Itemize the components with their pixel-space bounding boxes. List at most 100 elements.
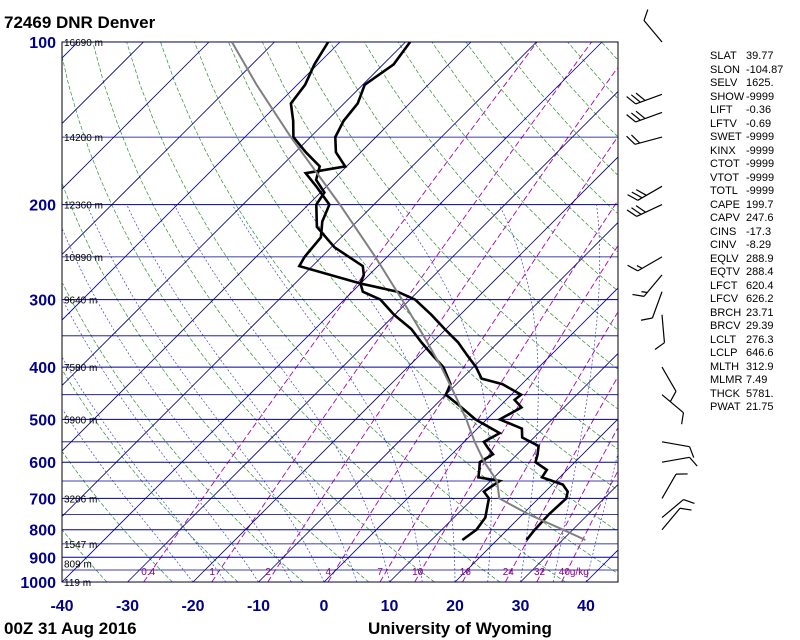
- index-key: KINX: [710, 144, 736, 157]
- isotherm-line: [0, 42, 13, 582]
- index-key: THCK: [710, 387, 740, 400]
- height-label: 16690 m: [64, 38, 103, 49]
- index-value: -17.3: [746, 225, 772, 238]
- isotherms: [0, 42, 618, 582]
- wind-barbs: [626, 9, 698, 531]
- height-label: 1547 m: [64, 540, 97, 551]
- index-value: 288.4: [746, 266, 774, 278]
- index-value: 620.4: [746, 279, 774, 292]
- index-key: LFCT: [710, 279, 738, 292]
- temperature-tick-label: -30: [116, 598, 139, 615]
- index-row: CINS -17.3: [710, 226, 800, 240]
- height-label: 3206 m: [64, 494, 97, 505]
- pressure-axis: 100 200 300 400 500 600 700 800 900 1000: [20, 35, 56, 592]
- temperature-profile: [297, 42, 570, 541]
- index-key: LCLT: [710, 333, 737, 346]
- pressure-tick-label: 600: [29, 455, 56, 472]
- index-value: -0.36: [746, 104, 772, 116]
- height-label: 119 m: [64, 578, 91, 589]
- mixing-ratio-label: 16: [460, 567, 472, 578]
- index-value: 7.49: [746, 374, 768, 386]
- wind-barb: [627, 185, 663, 201]
- isotherm-line: [389, 352, 618, 582]
- footer-date: 00Z 31 Aug 2016: [4, 619, 137, 638]
- isotherm-line: [62, 42, 603, 582]
- wind-barb: [661, 499, 695, 519]
- index-value: 21.75: [746, 401, 774, 413]
- index-row: LFCV 626.2: [710, 293, 800, 307]
- stability-indices: SLAT 39.77 SLON -104.87 SELV 1625. SHOW -9999 LI…: [710, 50, 800, 415]
- index-row: SLON -104.87: [710, 64, 800, 78]
- isotherm-line: [258, 221, 618, 582]
- isotherm-line: [62, 42, 537, 518]
- height-label: 5900 m: [64, 415, 97, 426]
- height-labels: 16690 m 14200 m 12360 m 10890 m 9640 m 7580 m…: [64, 38, 103, 589]
- index-row: SLAT 39.77: [710, 50, 800, 64]
- temperature-tick-label: -20: [181, 598, 204, 615]
- index-key: CAPV: [710, 212, 740, 224]
- index-key: SLAT: [710, 50, 737, 62]
- temperature-axis: -40 -30 -20 -10 0 10 20 30 40: [50, 598, 595, 615]
- index-key: LIFT: [710, 104, 733, 116]
- index-row: KINX -9999: [710, 145, 800, 159]
- index-value: -9999: [746, 131, 775, 143]
- index-key: BRCV: [710, 320, 741, 332]
- index-row: MLMR 7.49: [710, 374, 800, 388]
- wind-barb: [661, 394, 685, 425]
- mixing-ratio-label: 0.4: [141, 567, 155, 578]
- index-row: LCLT 276.3: [710, 334, 800, 348]
- index-key: TOTL: [710, 185, 738, 197]
- index-value: 199.7: [746, 198, 774, 211]
- index-value: 29.39: [746, 320, 774, 332]
- index-row: SHOW -9999: [710, 91, 800, 105]
- isotherm-line: [62, 42, 406, 387]
- wind-barb: [626, 204, 663, 217]
- height-label: 9640 m: [64, 296, 97, 307]
- index-key: SLON: [710, 63, 740, 76]
- mixing-ratio-label: 40g/kg: [559, 567, 589, 578]
- temperature-tick-label: 20: [446, 598, 464, 615]
- isotherm-line: [62, 42, 472, 452]
- height-label: 12360 m: [64, 201, 103, 212]
- isotherm-line: [323, 287, 618, 582]
- temperature-tick-label: 10: [381, 598, 399, 615]
- wind-barb: [626, 92, 663, 105]
- height-label: 10890 m: [64, 253, 103, 264]
- pressure-tick-label: 500: [29, 412, 56, 429]
- index-key: MLTH: [710, 360, 740, 373]
- index-value: -9999: [746, 171, 775, 184]
- index-key: EQTV: [710, 266, 740, 278]
- index-value: 5781.: [746, 387, 774, 400]
- height-label: 7580 m: [64, 363, 97, 374]
- mixing-ratio-label: 2: [265, 567, 271, 578]
- isobars: [62, 42, 618, 582]
- index-row: THCK 5781.: [710, 388, 800, 402]
- index-row: BRCH 23.71: [710, 307, 800, 321]
- index-row: EQTV 288.4: [710, 266, 800, 280]
- pressure-tick-label: 1000: [20, 575, 56, 592]
- chart-title: 72469 DNR Denver: [4, 13, 156, 32]
- index-key: SHOW: [710, 90, 745, 103]
- index-value: -9999: [746, 158, 775, 170]
- sounding-profiles: [231, 42, 586, 542]
- index-row: EQLV 288.9: [710, 253, 800, 267]
- isotherm-line: [454, 418, 618, 582]
- moist-adiabat-line: [126, 204, 358, 582]
- height-label: 14200 m: [64, 133, 103, 144]
- wind-barb: [654, 314, 666, 351]
- wind-barb: [626, 110, 663, 123]
- pressure-tick-label: 100: [29, 35, 56, 52]
- parcel-profile: [231, 42, 586, 541]
- index-value: 646.6: [746, 347, 774, 359]
- index-value: 312.9: [746, 360, 774, 373]
- wind-barb: [643, 9, 663, 43]
- index-key: CINS: [710, 225, 737, 238]
- index-row: SELV 1625.: [710, 77, 800, 91]
- isotherm-line: [192, 156, 618, 582]
- temperature-tick-label: -40: [50, 598, 73, 615]
- index-row: SWET -9999: [710, 131, 800, 145]
- index-row: LFTV -0.69: [710, 118, 800, 132]
- index-row: CAPV 247.6: [710, 212, 800, 226]
- index-value: -9999: [746, 144, 775, 157]
